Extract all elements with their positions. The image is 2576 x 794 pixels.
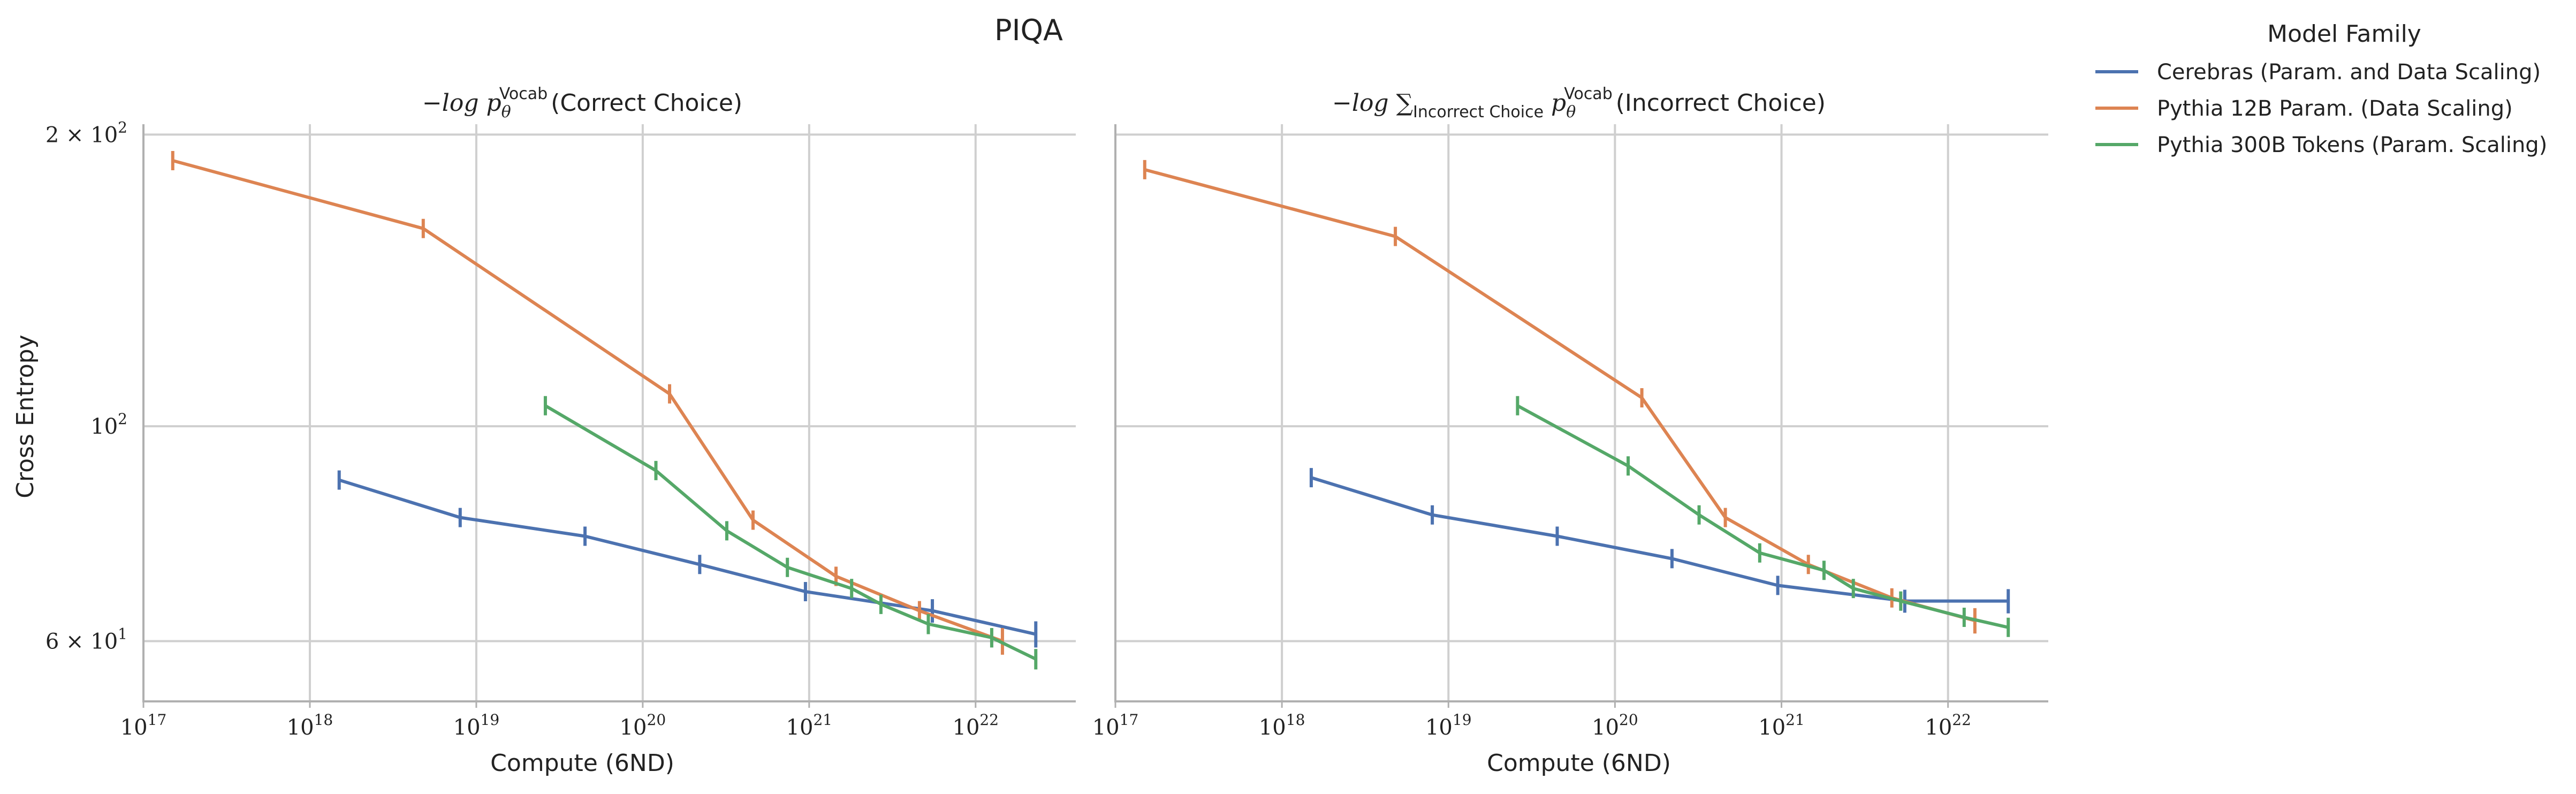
series-line	[1144, 168, 1975, 623]
series-line	[172, 159, 1004, 643]
figure-title: PIQA	[994, 13, 1063, 47]
series-line	[1311, 476, 2009, 603]
axis-spine	[1114, 124, 2048, 702]
x-tick-label: 1019	[1425, 711, 1472, 740]
x-tick-label: 1018	[1259, 711, 1305, 740]
legend-entry: Pythia 12B Param. (Data Scaling)	[2157, 96, 2513, 121]
x-tick-label: 1022	[1925, 711, 1971, 740]
grid	[143, 124, 1076, 701]
legend-title: Model Family	[2267, 20, 2421, 48]
y-tick-label: 2 × 102	[45, 118, 127, 147]
series-line	[544, 404, 1037, 661]
series-3	[1516, 396, 2010, 637]
legend-entry: Pythia 300B Tokens (Param. Scaling)	[2157, 133, 2547, 157]
panel-correct-choice: −log pθVocab (Correct Choice) Cross Entro…	[12, 85, 1076, 777]
x-tick-label: 1021	[1758, 711, 1805, 740]
x-tick-label: 1019	[453, 711, 500, 740]
x-tick-label: 1020	[1592, 711, 1638, 740]
series-3	[543, 396, 1038, 670]
legend-entry: Cerebras (Param. and Data Scaling)	[2157, 60, 2541, 85]
grid	[1115, 124, 2048, 701]
x-tick-label: 1018	[287, 711, 333, 740]
series-1	[337, 470, 1038, 648]
y-tick-label: 102	[90, 410, 127, 439]
x-axis-label: Compute (6ND)	[1487, 750, 1671, 777]
axis-spine	[142, 124, 1076, 702]
series-2	[171, 151, 1004, 655]
series-line	[1516, 404, 2009, 629]
series-1	[1309, 468, 2010, 614]
x-tick-label: 1022	[953, 711, 999, 740]
x-tick-label: 1017	[1092, 711, 1139, 740]
y-axis-label: Cross Entropy	[12, 335, 39, 498]
panel-incorrect-choice: −log ∑Incorrect Choice pθVocab (Incorrect…	[1092, 85, 2048, 777]
panel-title-incorrect-choice: −log ∑Incorrect Choice pθVocab (Incorrect…	[1332, 85, 1826, 122]
x-tick-label: 1021	[786, 711, 833, 740]
x-axis-label: Compute (6ND)	[490, 750, 674, 777]
legend: Model Family Cerebras (Param. and Data S…	[2095, 20, 2547, 157]
x-tick-label: 1020	[620, 711, 666, 740]
y-tick-label: 6 × 101	[45, 625, 127, 654]
x-tick-label: 1017	[120, 711, 167, 740]
panel-title-correct-choice: −log pθVocab (Correct Choice)	[422, 85, 742, 122]
series-2	[1143, 160, 1977, 634]
